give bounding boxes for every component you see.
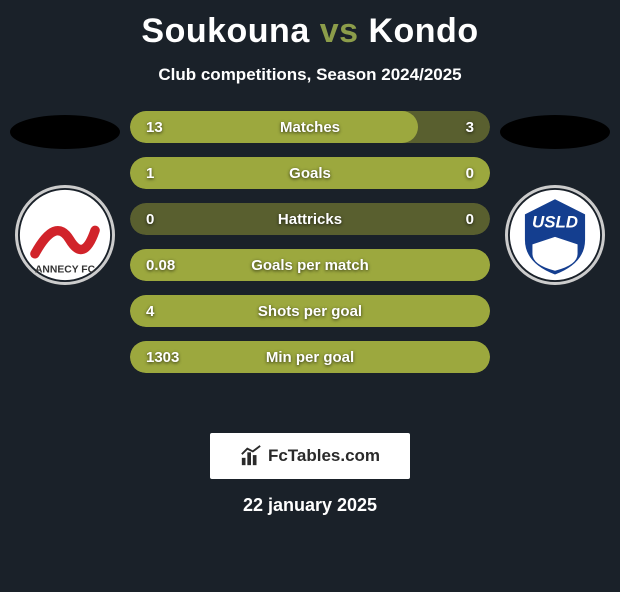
svg-text:ANNECY FC: ANNECY FC — [35, 265, 96, 276]
date-text: 22 january 2025 — [0, 495, 620, 516]
club-logo-right: USLD — [505, 185, 605, 285]
stat-row: 4Shots per goal — [130, 295, 490, 327]
stat-right-value: 0 — [414, 165, 474, 182]
stat-left-value: 0.08 — [146, 257, 206, 274]
club-logo-left: ANNECY FC — [15, 185, 115, 285]
player1-shadow — [10, 115, 120, 149]
usld-icon: USLD — [508, 188, 602, 282]
stat-label: Goals — [206, 165, 414, 182]
stat-left-value: 4 — [146, 303, 206, 320]
stat-right-value: 0 — [414, 211, 474, 228]
stat-row: 1303Min per goal — [130, 341, 490, 373]
content-area: ANNECY FC USLD 13Matches31Goals00Hattric… — [0, 111, 620, 411]
stat-label: Goals per match — [206, 257, 414, 274]
annecy-icon: ANNECY FC — [18, 188, 112, 282]
stat-left-value: 13 — [146, 119, 206, 136]
stat-label: Min per goal — [206, 349, 414, 366]
right-side: USLD — [490, 111, 620, 285]
stats-column: 13Matches31Goals00Hattricks00.08Goals pe… — [130, 111, 490, 373]
stat-label: Hattricks — [206, 211, 414, 228]
stat-label: Matches — [206, 119, 414, 136]
brand-box: FcTables.com — [210, 433, 410, 479]
vs-text: vs — [320, 12, 359, 50]
stat-row: 0Hattricks0 — [130, 203, 490, 235]
comparison-title: Soukouna vs Kondo — [0, 12, 620, 51]
left-side: ANNECY FC — [0, 111, 130, 285]
svg-text:USLD: USLD — [532, 212, 578, 231]
chart-icon — [240, 445, 262, 467]
stat-right-value: 3 — [414, 119, 474, 136]
player2-shadow — [500, 115, 610, 149]
subtitle: Club competitions, Season 2024/2025 — [0, 65, 620, 85]
player2-name: Kondo — [368, 12, 478, 50]
stat-row: 13Matches3 — [130, 111, 490, 143]
stat-left-value: 1 — [146, 165, 206, 182]
stat-row: 0.08Goals per match — [130, 249, 490, 281]
stat-row: 1Goals0 — [130, 157, 490, 189]
player1-name: Soukouna — [141, 12, 309, 50]
stat-left-value: 0 — [146, 211, 206, 228]
stat-label: Shots per goal — [206, 303, 414, 320]
stat-left-value: 1303 — [146, 349, 206, 366]
brand-text: FcTables.com — [268, 446, 380, 466]
